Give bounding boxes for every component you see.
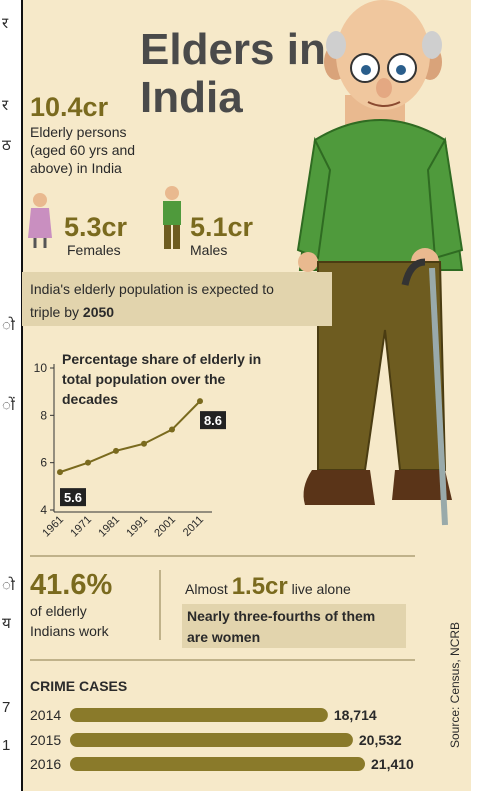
margin-fragment: 1 [2, 737, 10, 754]
value-label: 20,532 [359, 732, 402, 748]
projection-text: triple by 2050 [30, 304, 114, 320]
alone-prefix: Almost [185, 581, 232, 597]
value-label-box [60, 488, 86, 507]
margin-fragment: ठ [2, 137, 11, 154]
projection-banner [22, 272, 332, 326]
y-tick-label: 4 [40, 503, 47, 517]
right-shoe [392, 470, 452, 500]
shape [164, 225, 171, 249]
projection-text: India's elderly population is expected t… [30, 281, 274, 297]
total-description: above) in India [30, 160, 122, 176]
y-tick-label: 6 [40, 456, 47, 470]
bar [70, 733, 353, 747]
value-label: 18,714 [334, 707, 377, 723]
hair [422, 31, 442, 59]
shape [33, 193, 47, 207]
shape [28, 208, 52, 238]
source: Source: Census, NCRB [448, 622, 462, 748]
point [169, 426, 175, 433]
point [141, 440, 147, 447]
projection-text: triple by [30, 304, 83, 320]
alone-suffix: live alone [288, 581, 351, 597]
mouth [367, 101, 401, 107]
work-text: of elderly [30, 603, 87, 619]
bar-chart: 2014 18,714 2015 20,532 2016 21,410 [30, 707, 414, 772]
total-description: (aged 60 yrs and [30, 142, 135, 158]
point [85, 459, 91, 466]
margin-fragment: ों [2, 396, 16, 414]
total-value: 10.4cr [30, 92, 109, 122]
value-label: 21,410 [371, 756, 414, 772]
alone-text: Almost 1.5cr live alone [185, 573, 351, 600]
alone-note: are women [187, 629, 260, 645]
projection-year: 2050 [83, 304, 114, 320]
nose [376, 78, 392, 98]
value-label: 5.6 [64, 490, 82, 505]
point [197, 398, 203, 405]
males-value: 5.1cr [190, 212, 254, 242]
bar [70, 708, 328, 722]
left-shoe [303, 470, 375, 505]
left-arm [296, 136, 332, 260]
line-chart-title: total population over the [62, 371, 226, 387]
left-hand [298, 252, 318, 272]
margin-fragment: 7 [2, 699, 10, 716]
line-chart-title: Percentage share of elderly in [62, 351, 261, 367]
title: India [140, 73, 243, 122]
work-value: 41.6% [30, 569, 112, 601]
alone-note-box [182, 604, 406, 648]
alone-note: Nearly three-fourths of them [187, 608, 375, 624]
cane-handle [401, 258, 426, 286]
category-label: 2015 [30, 732, 61, 748]
eye [396, 65, 406, 75]
y-tick-label: 8 [40, 408, 47, 422]
line [59, 400, 201, 474]
shape [165, 186, 179, 200]
margin-fragment: य [2, 615, 11, 632]
females-value: 5.3cr [64, 212, 128, 242]
shape [173, 225, 180, 249]
shape [163, 201, 181, 225]
margin-fragment: ो [2, 576, 16, 594]
female-icon [28, 193, 52, 248]
cane [429, 267, 448, 526]
head [336, 0, 430, 110]
males-label: Males [190, 242, 227, 258]
work-text: Indians work [30, 623, 110, 639]
margin-fragment: ो [2, 316, 16, 334]
point [113, 447, 119, 454]
females-label: Females [67, 242, 121, 258]
margin-fragment: र [2, 15, 9, 32]
alone-value: 1.5cr [232, 573, 288, 600]
y-tick-label: 10 [34, 361, 48, 375]
bar-chart-title: CRIME CASES [30, 678, 127, 694]
margin-fragment: र [2, 97, 9, 114]
value-label: 8.6 [204, 413, 222, 428]
male-icon [163, 186, 181, 249]
eye [361, 65, 371, 75]
title: Elders in [140, 25, 326, 74]
bar [70, 757, 365, 771]
line-chart-title: decades [62, 391, 118, 407]
total-description: Elderly persons [30, 124, 127, 140]
category-label: 2014 [30, 707, 61, 723]
elder-illustration [296, 0, 464, 526]
value-label-box [200, 411, 226, 430]
margin-fragments: र र ठोोंो य 7 1 [2, 15, 16, 754]
point [57, 469, 63, 476]
category-label: 2016 [30, 756, 61, 772]
hair [326, 31, 346, 59]
